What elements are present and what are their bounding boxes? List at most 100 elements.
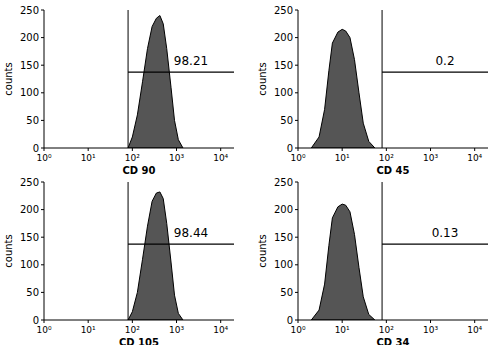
y-tick-label: 200	[274, 204, 293, 215]
y-tick	[41, 92, 44, 93]
gate-percent: 0.2	[435, 54, 454, 68]
y-tick-label: 150	[20, 60, 39, 71]
y-tick-label: 250	[274, 177, 293, 188]
x-tick	[474, 320, 475, 323]
histogram	[128, 16, 183, 148]
x-axis-label: CD 34	[376, 337, 409, 345]
y-tick	[295, 237, 298, 238]
x-tick	[176, 320, 177, 323]
histogram	[311, 204, 375, 320]
x-tick-label: 10⁰	[290, 325, 305, 335]
x-tick	[298, 148, 299, 151]
x-axis-label: CD 90	[122, 165, 155, 176]
x-tick	[88, 320, 89, 323]
y-tick-label: 0	[287, 143, 293, 154]
y-tick	[41, 209, 44, 210]
plot-area	[311, 29, 375, 148]
x-tick	[386, 148, 387, 151]
x-tick-label: 10⁴	[467, 325, 482, 335]
y-tick-label: 150	[274, 232, 293, 243]
x-axis	[298, 148, 488, 149]
x-tick-label: 10²	[125, 153, 140, 163]
y-tick-label: 0	[287, 315, 293, 326]
x-tick-label: 10²	[379, 153, 394, 163]
x-tick	[474, 148, 475, 151]
y-tick-label: 0	[33, 143, 39, 154]
x-tick	[220, 148, 221, 151]
x-tick	[386, 320, 387, 323]
y-tick	[295, 264, 298, 265]
panel: 05010015020025010⁰10¹10²10³10⁴CD 45count…	[257, 5, 488, 177]
y-tick-label: 100	[274, 87, 293, 98]
y-tick-label: 50	[280, 287, 293, 298]
y-tick	[41, 292, 44, 293]
x-tick-label: 10³	[169, 153, 184, 163]
gate-bar	[128, 71, 234, 72]
panel: 05010015020025010⁰10¹10²10³10⁴CD 34count…	[257, 177, 488, 345]
y-tick-label: 150	[274, 60, 293, 71]
y-tick-label: 250	[274, 5, 293, 16]
x-tick	[88, 148, 89, 151]
gate-line	[128, 182, 129, 320]
y-tick	[295, 292, 298, 293]
y-tick	[295, 10, 298, 11]
y-tick	[295, 120, 298, 121]
y-tick-label: 0	[33, 315, 39, 326]
y-tick-label: 100	[274, 259, 293, 270]
x-tick-label: 10³	[423, 153, 438, 163]
plot-area	[128, 192, 183, 320]
x-axis	[44, 320, 234, 321]
x-tick-label: 10⁰	[36, 325, 51, 335]
gate-line	[128, 10, 129, 148]
panel: 05010015020025010⁰10¹10²10³10⁴CD 105coun…	[3, 177, 234, 345]
y-tick	[41, 65, 44, 66]
plot-area	[311, 204, 375, 320]
y-tick-label: 200	[20, 204, 39, 215]
y-tick	[295, 65, 298, 66]
x-tick	[44, 148, 45, 151]
y-tick-label: 50	[26, 115, 39, 126]
x-tick-label: 10⁴	[213, 153, 228, 163]
x-axis	[298, 320, 488, 321]
x-tick-label: 10¹	[81, 325, 96, 335]
x-tick-label: 10⁴	[467, 153, 482, 163]
x-tick	[44, 320, 45, 323]
y-tick-label: 100	[20, 87, 39, 98]
y-tick-label: 100	[20, 259, 39, 270]
figure: 0 50 100 150 200 250 10⁰ 10¹ 10² 10³ 10⁴ CD 90 count…	[0, 0, 500, 345]
gate-percent: 98.44	[174, 226, 208, 240]
y-tick	[41, 37, 44, 38]
x-tick	[132, 148, 133, 151]
panel: 05010015020025010⁰10¹10²10³10⁴CD 90count…	[3, 5, 234, 177]
gate-bar	[382, 71, 488, 72]
y-axis	[44, 182, 45, 320]
y-tick	[41, 237, 44, 238]
y-axis-label: counts	[3, 62, 14, 95]
y-tick-label: 50	[26, 287, 39, 298]
x-axis-label: CD 45	[376, 165, 409, 176]
x-axis	[44, 148, 234, 149]
y-axis-label: counts	[3, 234, 14, 267]
x-tick	[176, 148, 177, 151]
plot-area	[128, 16, 183, 148]
x-tick	[342, 148, 343, 151]
x-tick-label: 10⁴	[213, 325, 228, 335]
y-tick	[295, 182, 298, 183]
y-tick	[41, 120, 44, 121]
x-tick	[220, 320, 221, 323]
x-tick-label: 10⁰	[290, 153, 305, 163]
x-tick	[342, 320, 343, 323]
gate-percent: 98.21	[174, 54, 208, 68]
histogram	[128, 192, 183, 320]
y-tick-label: 250	[20, 5, 39, 16]
y-tick	[295, 209, 298, 210]
x-tick-label: 10²	[379, 325, 394, 335]
x-tick-label: 10¹	[335, 325, 350, 335]
y-tick	[295, 37, 298, 38]
y-tick	[41, 10, 44, 11]
y-tick	[41, 182, 44, 183]
x-axis-label: CD 105	[119, 337, 159, 345]
x-tick-label: 10³	[169, 325, 184, 335]
y-tick-label: 50	[280, 115, 293, 126]
x-tick-label: 10¹	[81, 153, 96, 163]
